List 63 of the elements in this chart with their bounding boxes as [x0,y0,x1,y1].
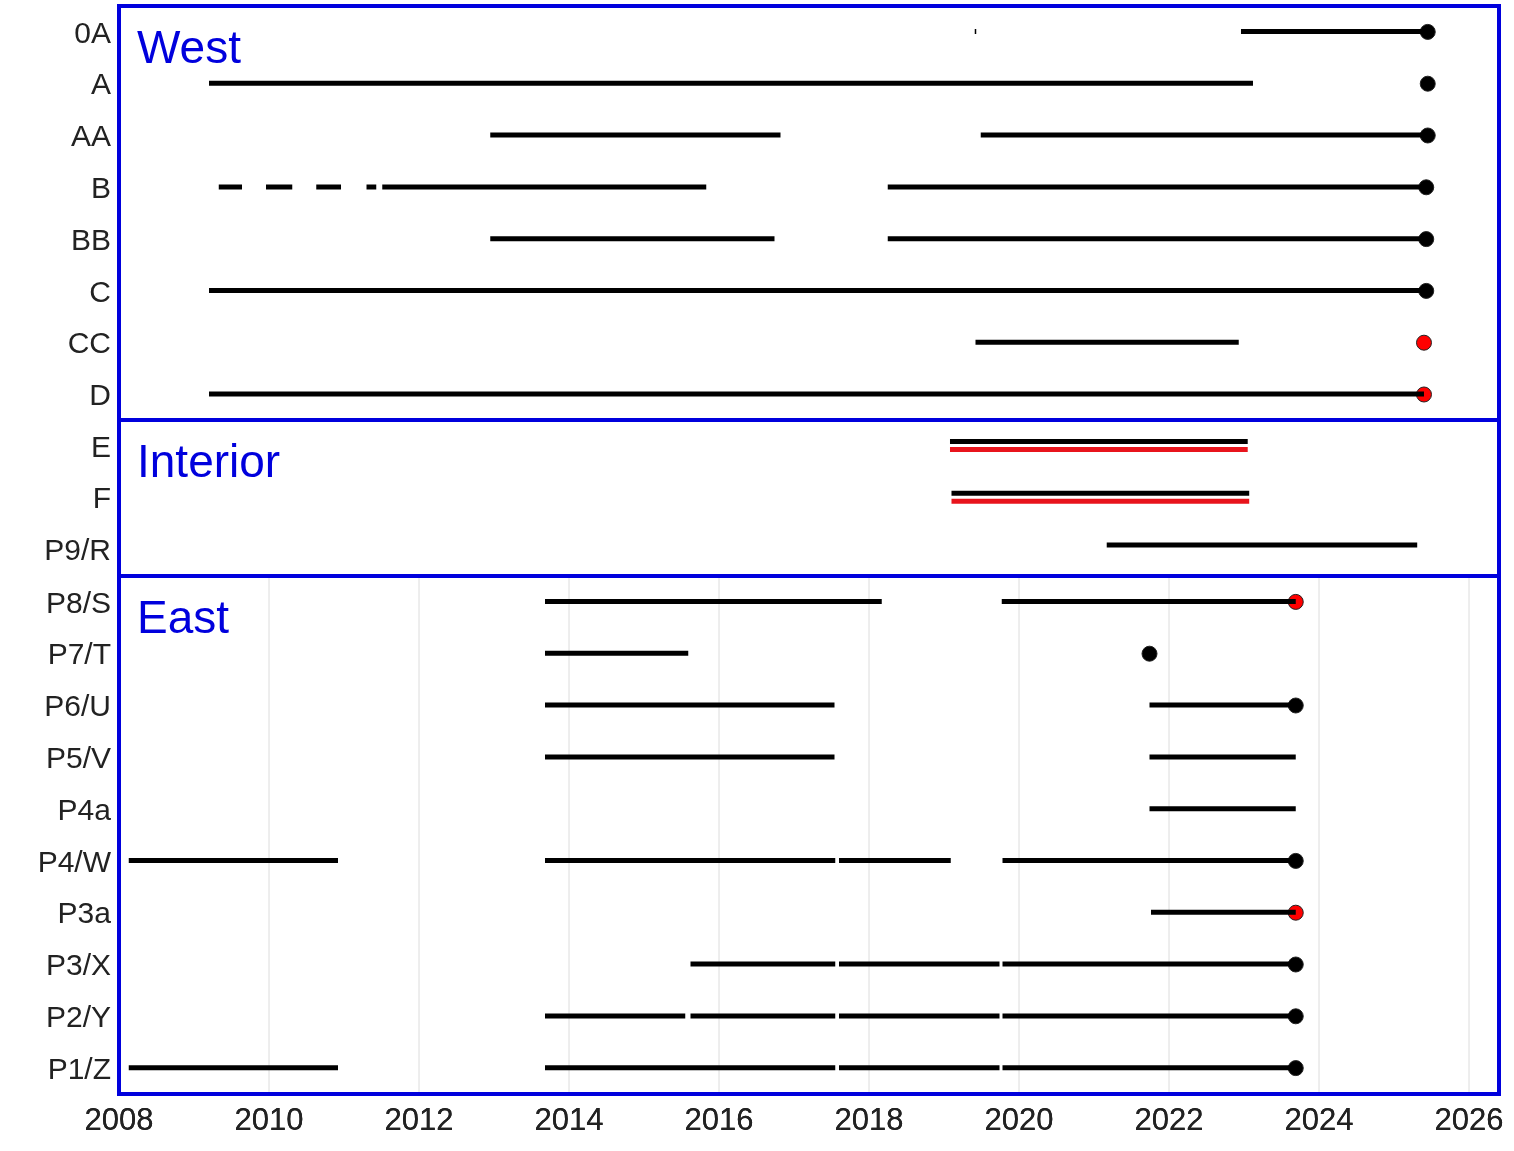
bar [545,702,835,708]
bar [209,80,1253,86]
x-tick-label: 2024 [1284,1101,1354,1137]
x-tick-label: 2012 [384,1101,454,1137]
x-tick-label: 2016 [684,1101,754,1137]
bar [266,184,293,190]
y-tick-label: AA [71,119,112,153]
bar [218,184,243,190]
bar [209,391,1424,397]
annotation: Interior [137,435,281,488]
bar [545,650,689,656]
bar [839,1065,1000,1070]
x-tick-label: 2010 [234,1101,304,1137]
y-tick-label: P4/W [37,844,112,878]
bar [545,1013,686,1019]
annotation: East [137,590,230,643]
bar [545,857,836,863]
bar [128,1065,338,1070]
x-tick-label: 2008 [84,1101,154,1137]
y-tick-label: A [91,67,112,101]
bar [1149,806,1296,811]
x-tick-label: 2014 [534,1101,604,1137]
bar [366,184,377,190]
y-tick-label: P1/Z [47,1051,111,1085]
bar [690,961,836,967]
bar [490,132,781,138]
bar [128,857,338,863]
y-tick-label: P2/Y [45,999,111,1033]
bar [690,1013,836,1019]
x-tick-label: 2022 [1134,1101,1204,1137]
bar [1149,754,1296,760]
bar [975,339,1239,345]
bar [382,184,707,190]
bar [1001,598,1296,604]
bar [545,754,835,760]
y-tick-label: BB [71,222,112,256]
y-tick-label: E [91,429,112,463]
y-tick-label: F [92,481,112,515]
y-tick-label: P7/T [47,637,111,671]
y-tick-label: P9/R [44,533,112,567]
bar [545,1065,836,1070]
bar [490,236,775,242]
y-tick-label: P4a [57,792,112,826]
bar [839,857,951,863]
x-tick-label: 2018 [834,1101,904,1137]
y-tick-label: P6/U [44,688,111,722]
x-tick-label: 2020 [984,1101,1054,1137]
y-tick-label: 0A [74,15,112,49]
y-tick-label: P5/V [45,740,111,774]
bar [1151,909,1296,915]
y-tick-label: C [89,274,112,308]
y-tick-label: P3a [57,896,112,930]
bar [545,598,882,604]
annotation: West [137,21,241,73]
bar [316,184,342,190]
x-tick-label: 2026 [1434,1101,1504,1137]
bar [839,961,1000,967]
y-tick-label: CC [67,326,112,360]
y-tick-label: D [89,378,112,412]
y-tick-label: P3/X [45,947,111,981]
bar [839,1013,1000,1019]
y-tick-label: P8/S [45,585,111,619]
y-tick-label: B [91,170,112,204]
